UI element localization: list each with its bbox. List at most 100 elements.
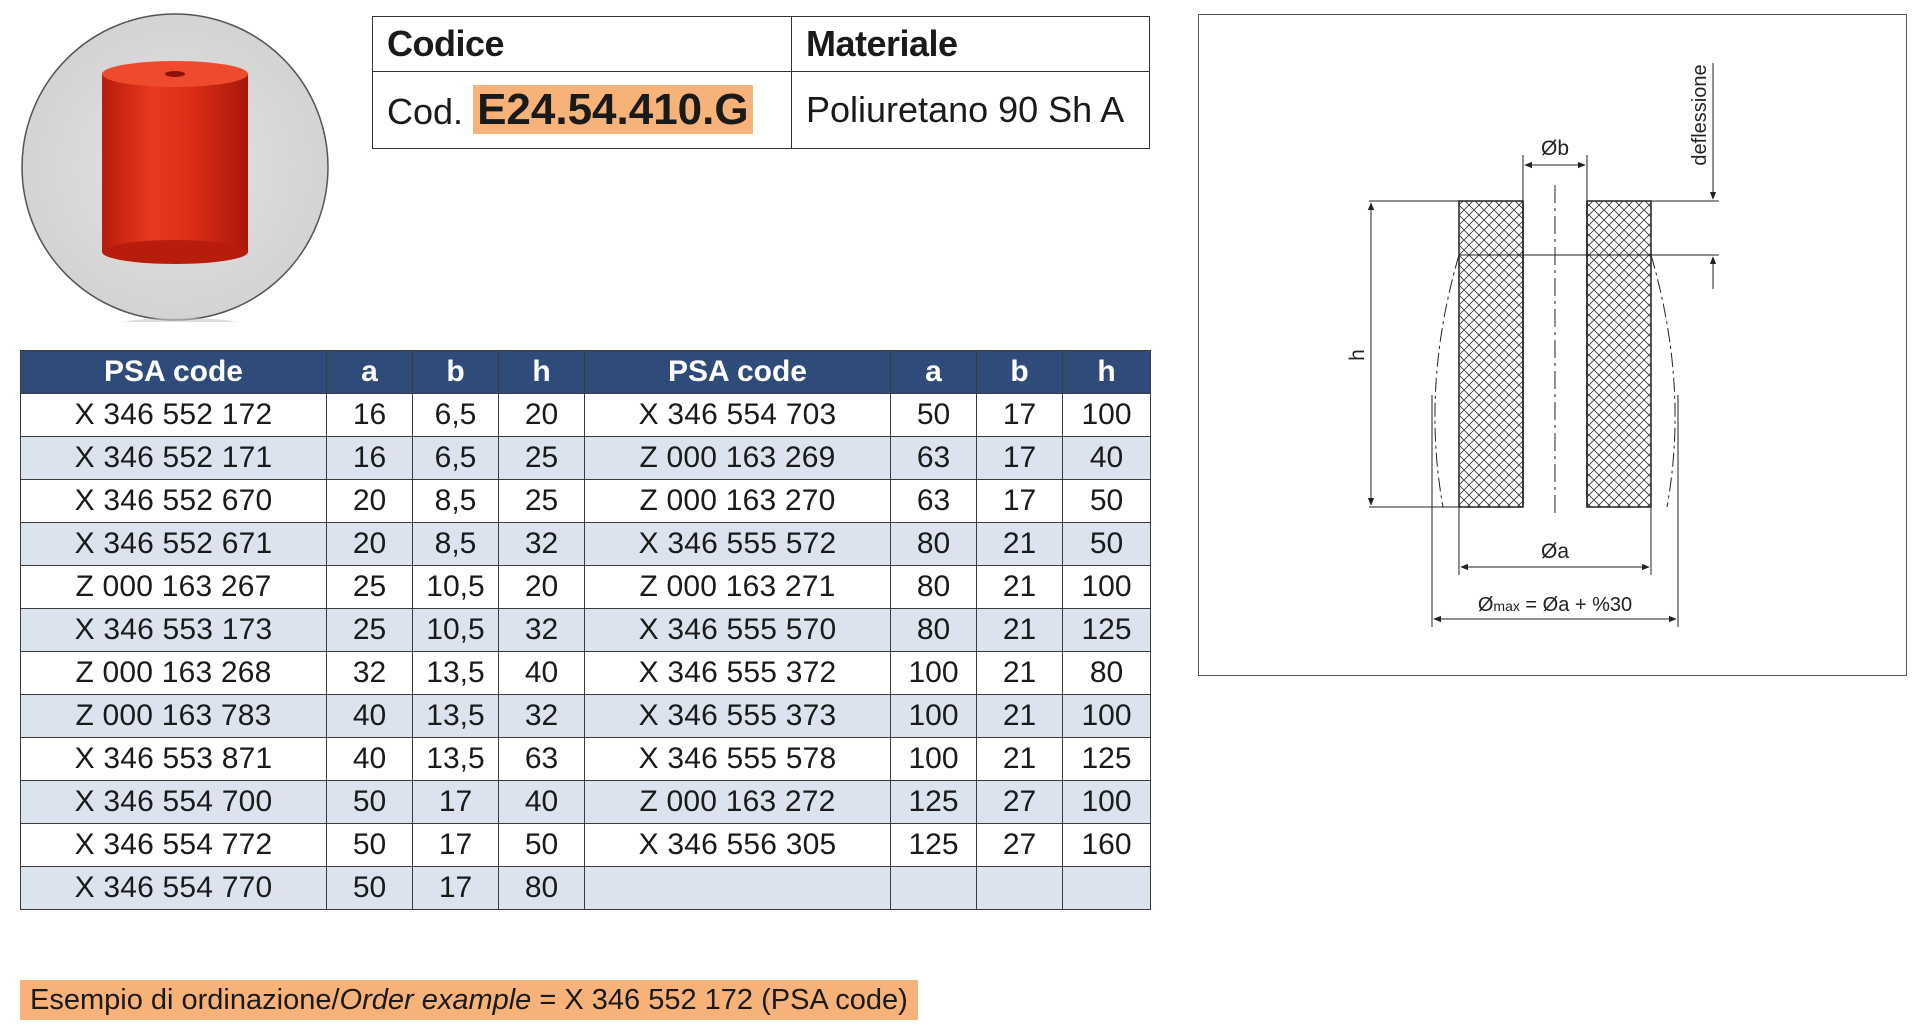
col-header-b-2: b: [976, 350, 1063, 394]
dimensions-table: PSA code a b h PSA code a b h X 346 552 …: [20, 350, 1151, 910]
table-header-row: PSA code a b h PSA code a b h: [20, 350, 1151, 394]
b-cell: 27: [976, 823, 1063, 867]
a-cell: 100: [890, 694, 977, 738]
table-row: X 346 554 772 50 17 50 X 346 556 305 125 27 160: [20, 823, 1151, 867]
b-cell: [976, 866, 1063, 910]
h-cell: 20: [498, 393, 585, 437]
col-header-psa-code-2: PSA code: [584, 350, 891, 394]
label-a: Øa: [1541, 540, 1569, 563]
b-cell: 13,5: [412, 737, 499, 781]
a-cell: 125: [890, 780, 977, 824]
order-prefix: Esempio di ordinazione/: [30, 984, 340, 1016]
codice-header: Codice: [372, 16, 792, 72]
table-body: X 346 552 172 16 6,5 20 X 346 554 703 50 17 100…: [20, 393, 1151, 910]
wall-left: [1458, 200, 1524, 508]
a-cell: 63: [890, 479, 977, 523]
table-row: X 346 553 871 40 13,5 63 X 346 555 578 100 21 1…: [20, 737, 1151, 781]
b-cell: 13,5: [412, 694, 499, 738]
col-header-h-2: h: [1062, 350, 1151, 394]
a-cell: 80: [890, 522, 977, 566]
psa-code-cell: X 346 554 772: [20, 823, 327, 867]
table-row: X 346 552 172 16 6,5 20 X 346 554 703 50 17 100: [20, 393, 1151, 437]
psa-code-cell: Z 000 163 268: [20, 651, 327, 695]
a-cell: 100: [890, 651, 977, 695]
psa-code-cell: X 346 552 670: [20, 479, 327, 523]
a-cell: 40: [326, 737, 413, 781]
h-cell: 32: [498, 608, 585, 652]
h-cell: 50: [1062, 479, 1151, 523]
b-cell: 10,5: [412, 565, 499, 609]
h-cell: 50: [1062, 522, 1151, 566]
b-cell: 10,5: [412, 608, 499, 652]
table-row: Z 000 163 268 32 13,5 40 X 346 555 372 100 21 8…: [20, 651, 1151, 695]
psa-code-cell: X 346 554 700: [20, 780, 327, 824]
h-cell: 25: [498, 436, 585, 480]
table-row: Z 000 163 267 25 10,5 20 Z 000 163 271 80 21 10…: [20, 565, 1151, 609]
b-cell: 21: [976, 608, 1063, 652]
b-cell: 17: [976, 479, 1063, 523]
a-cell: 80: [890, 565, 977, 609]
table-row: X 346 553 173 25 10,5 32 X 346 555 570 80 21 12…: [20, 608, 1151, 652]
h-cell: 50: [498, 823, 585, 867]
order-suffix: = X 346 552 172 (PSA code): [531, 984, 908, 1016]
b-cell: 6,5: [412, 393, 499, 437]
table-row: X 346 554 700 50 17 40 Z 000 163 272 125 27 100: [20, 780, 1151, 824]
a-cell: 80: [890, 608, 977, 652]
b-cell: 17: [976, 393, 1063, 437]
material-value: Poliuretano 90 Sh A: [791, 71, 1150, 149]
col-header-a-2: a: [890, 350, 977, 394]
a-cell: 63: [890, 436, 977, 480]
table-row: X 346 554 770 50 17 80: [20, 866, 1151, 910]
psa-code-cell: Z 000 163 267: [20, 565, 327, 609]
a-cell: 20: [326, 479, 413, 523]
col-header-b: b: [412, 350, 499, 394]
h-cell: [1062, 866, 1151, 910]
code-cell: Cod. E24.54.410.G: [372, 71, 792, 149]
cod-prefix: Cod.: [387, 91, 464, 132]
h-cell: 125: [1062, 608, 1151, 652]
b-cell: 6,5: [412, 436, 499, 480]
label-b: Øb: [1541, 137, 1569, 160]
a-cell: 32: [326, 651, 413, 695]
a-cell: 50: [326, 866, 413, 910]
h-cell: 100: [1062, 393, 1151, 437]
col-header-h: h: [498, 350, 585, 394]
h-cell: 80: [1062, 651, 1151, 695]
a-cell: 25: [326, 565, 413, 609]
a-cell: 20: [326, 522, 413, 566]
materiale-header: Materiale: [791, 16, 1150, 72]
h-cell: 100: [1062, 694, 1151, 738]
h-cell: 160: [1062, 823, 1151, 867]
b-cell: 8,5: [412, 522, 499, 566]
psa-code-cell: X 346 555 373: [584, 694, 891, 738]
b-cell: 21: [976, 694, 1063, 738]
psa-code-cell: X 346 553 173: [20, 608, 327, 652]
psa-code-cell: X 346 554 703: [584, 393, 891, 437]
a-cell: [890, 866, 977, 910]
table-row: X 346 552 171 16 6,5 25 Z 000 163 269 63 17 40: [20, 436, 1151, 480]
psa-code-cell: X 346 554 770: [20, 866, 327, 910]
label-max: Ømax = Øa + %30: [1478, 594, 1632, 616]
a-cell: 25: [326, 608, 413, 652]
wall-right: [1586, 200, 1652, 508]
psa-code-cell: X 346 552 171: [20, 436, 327, 480]
h-cell: 20: [498, 565, 585, 609]
b-cell: 21: [976, 737, 1063, 781]
h-cell: 63: [498, 737, 585, 781]
psa-code-cell: X 346 552 172: [20, 393, 327, 437]
b-cell: 13,5: [412, 651, 499, 695]
table-row: X 346 552 671 20 8,5 32 X 346 555 572 80 21 50: [20, 522, 1151, 566]
technical-drawing: Øb Øa Ømax = Øa + %30 h deflessione: [1198, 14, 1907, 676]
col-header-psa-code: PSA code: [20, 350, 327, 394]
b-cell: 27: [976, 780, 1063, 824]
code-table: Codice Materiale Cod. E24.54.410.G Poliu…: [372, 16, 1150, 149]
psa-code-cell: [584, 866, 891, 910]
h-cell: 40: [498, 780, 585, 824]
psa-code-cell: Z 000 163 783: [20, 694, 327, 738]
h-cell: 80: [498, 866, 585, 910]
a-cell: 125: [890, 823, 977, 867]
h-cell: 40: [1062, 436, 1151, 480]
product-photo: [20, 12, 330, 330]
b-cell: 17: [412, 866, 499, 910]
psa-code-cell: Z 000 163 269: [584, 436, 891, 480]
